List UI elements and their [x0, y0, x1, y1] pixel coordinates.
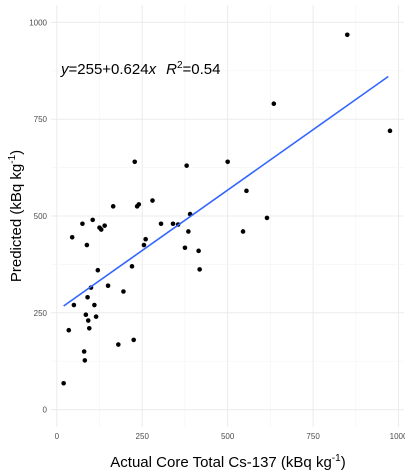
- data-point: [102, 223, 107, 228]
- data-point: [86, 325, 92, 331]
- regression-line: [63, 75, 389, 307]
- y-tick-label: 500: [34, 212, 48, 221]
- data-point: [141, 242, 147, 248]
- x-axis-label-sup: -1: [332, 453, 341, 464]
- data-point: [136, 202, 142, 207]
- data-point: [182, 245, 188, 251]
- data-point: [197, 267, 202, 272]
- data-point: [132, 159, 138, 165]
- data-point: [271, 101, 277, 107]
- y-tick-label: 250: [34, 309, 48, 318]
- data-point: [83, 312, 89, 318]
- x-tick-label: 750: [306, 432, 320, 441]
- x-tick-label: 0: [55, 432, 60, 441]
- data-point: [186, 229, 191, 234]
- data-point: [225, 159, 230, 165]
- equation-r: R: [166, 61, 177, 78]
- data-point: [158, 221, 164, 227]
- data-point: [244, 188, 249, 194]
- grid-lines: [51, 5, 404, 427]
- equation-x: x: [148, 61, 157, 78]
- data-point: [61, 380, 66, 386]
- y-axis-label-end: ): [8, 150, 25, 155]
- data-point: [170, 221, 176, 227]
- equation-r-value: =0.54: [183, 61, 221, 78]
- data-point: [240, 229, 246, 234]
- x-tick-label: 250: [136, 432, 150, 441]
- data-point: [85, 295, 90, 300]
- data-point: [105, 283, 111, 288]
- x-axis-label: Actual Core Total Cs-137 (kBq kg-1): [110, 453, 345, 471]
- data-point: [95, 267, 101, 273]
- data-point: [81, 349, 87, 354]
- data-point: [196, 248, 201, 254]
- data-point: [84, 242, 90, 248]
- data-point: [98, 227, 104, 232]
- x-tick-label: 500: [221, 432, 235, 441]
- y-tick-label: 750: [34, 115, 48, 124]
- y-axis-label: Predicted (kBq kg-1): [7, 150, 25, 282]
- data-point: [71, 302, 77, 308]
- data-point: [92, 302, 97, 308]
- x-axis-label-end: ): [341, 454, 346, 471]
- data-point: [264, 215, 270, 221]
- data-point: [90, 217, 95, 223]
- data-point: [143, 236, 148, 242]
- data-point: [116, 342, 121, 347]
- data-point: [80, 221, 85, 227]
- y-tick-label: 1000: [29, 18, 47, 27]
- data-point: [150, 198, 155, 203]
- data-point: [66, 327, 72, 333]
- data-point: [85, 318, 91, 323]
- y-axis-label-text: Predicted (kBq kg: [8, 164, 25, 282]
- data-point: [121, 289, 126, 294]
- data-point: [387, 128, 393, 134]
- data-point: [129, 264, 135, 269]
- y-tick-labels: 0 250 500 750 1000: [29, 18, 47, 414]
- data-points: [61, 32, 393, 386]
- data-point: [344, 32, 350, 38]
- data-point: [69, 234, 75, 240]
- equation-y: y: [60, 61, 70, 78]
- y-axis-label-sup: -1: [7, 154, 18, 163]
- data-point: [131, 337, 136, 343]
- x-tick-label: 1000: [390, 432, 405, 441]
- y-tick-label: 0: [43, 406, 48, 415]
- x-axis-label-text: Actual Core Total Cs-137 (kBq kg: [110, 454, 332, 471]
- equation-body: =255+0.624: [69, 61, 149, 78]
- data-point: [184, 163, 189, 168]
- data-point: [110, 204, 116, 209]
- data-point: [93, 314, 99, 319]
- x-tick-labels: 0 250 500 750 1000: [55, 432, 405, 441]
- data-point: [82, 358, 88, 363]
- regression-equation: y=255+0.624x R2=0.54: [60, 60, 220, 78]
- equation-r-sup: 2: [177, 60, 183, 71]
